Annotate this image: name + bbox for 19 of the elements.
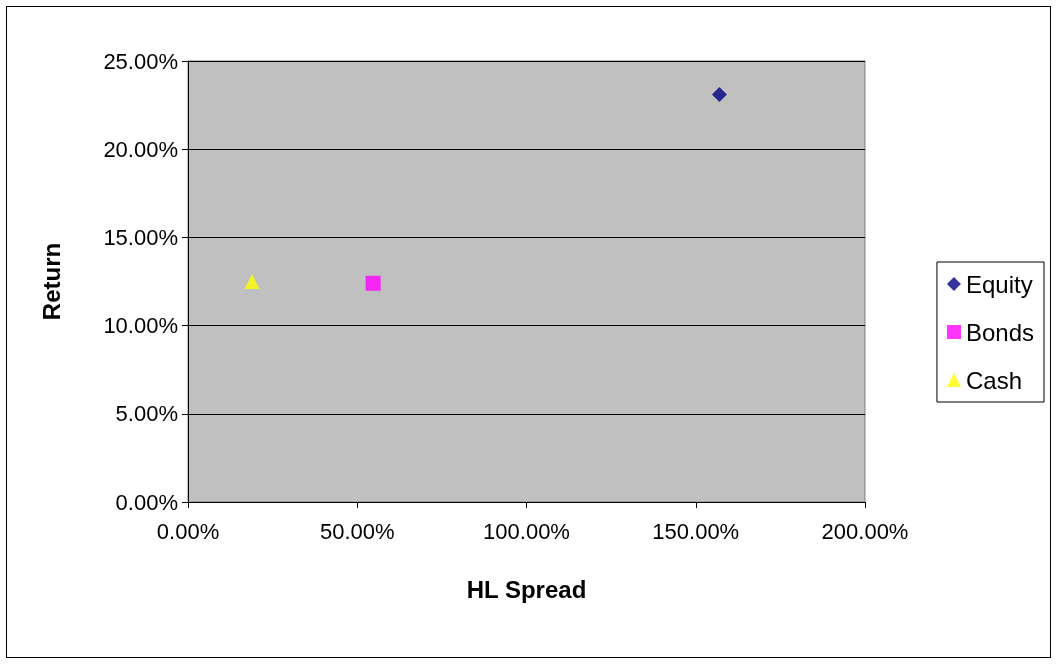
point bbox=[711, 87, 727, 103]
legend-label: Bonds bbox=[965, 318, 1035, 346]
y-tick-label: 5.00% bbox=[115, 401, 178, 427]
y-tick-label: 10.00% bbox=[103, 313, 178, 339]
y-tick-label: 15.00% bbox=[103, 224, 178, 250]
point bbox=[244, 274, 260, 289]
x-axis-title: HL Spread bbox=[466, 575, 587, 603]
x-tick-label: 0.00% bbox=[156, 518, 220, 544]
x-tick-label: 200.00% bbox=[821, 518, 909, 544]
y-tick-label: 0.00% bbox=[115, 489, 178, 515]
y-tick-label: 25.00% bbox=[103, 48, 178, 74]
legend-label: Equity bbox=[965, 270, 1033, 298]
x-tick-label: 150.00% bbox=[652, 518, 740, 544]
legend-label: Cash bbox=[965, 366, 1022, 394]
y-tick-label: 20.00% bbox=[103, 136, 178, 162]
x-tick-label: 50.00% bbox=[319, 518, 395, 544]
point bbox=[365, 275, 381, 291]
y-axis-title: Return bbox=[37, 242, 65, 321]
x-tick-label: 100.00% bbox=[483, 518, 570, 544]
